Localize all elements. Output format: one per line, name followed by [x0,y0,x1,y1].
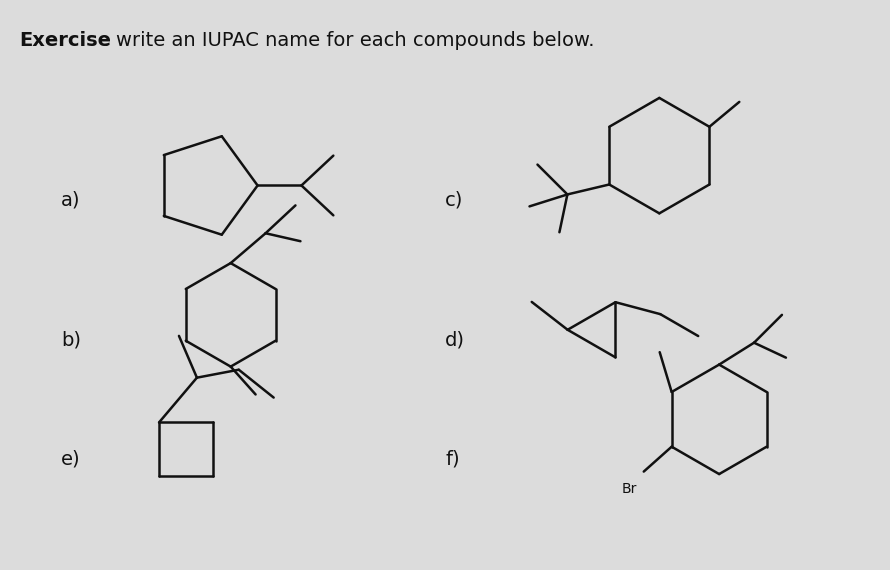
Text: a): a) [61,191,81,210]
Text: f): f) [445,450,459,469]
Text: b): b) [61,330,81,349]
Text: e): e) [61,450,81,469]
Text: : write an IUPAC name for each compounds below.: : write an IUPAC name for each compounds… [97,31,595,50]
Text: Br: Br [622,482,637,495]
Text: d): d) [445,330,465,349]
Text: Exercise: Exercise [20,31,111,50]
Text: c): c) [445,191,464,210]
